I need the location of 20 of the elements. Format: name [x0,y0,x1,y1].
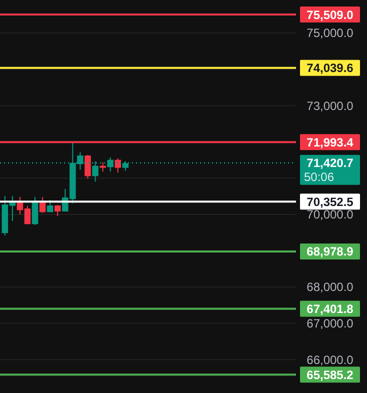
y-tick-label: 67,000.0 [306,316,354,331]
candlestick [100,162,106,172]
candlestick [114,158,122,174]
ref-line-label: 71,993.4 [306,135,354,150]
y-tick-label: 66,000.0 [306,352,354,367]
y-tick-label: 68,000.0 [306,280,354,294]
ref-line-label: 67,401.8 [306,302,354,316]
text: 50:06 [304,170,334,184]
ref-line-label: 65,585.2 [306,368,354,382]
candlestick [54,204,61,216]
ref-line-label: 71,420.7 [306,156,354,170]
ref-line-label: 75,509.0 [306,8,354,22]
ref-line-label: 68,978.9 [306,244,354,259]
candlestick [46,199,54,212]
candlestick [84,154,91,180]
y-tick-label: 73,000.0 [306,98,354,113]
ref-line-label: 74,039.6 [306,61,354,76]
y-tick-label: 75,000.0 [306,26,354,40]
ref-line-label: 70,352.5 [306,194,354,209]
y-tick-label: 70,000.0 [306,208,354,222]
